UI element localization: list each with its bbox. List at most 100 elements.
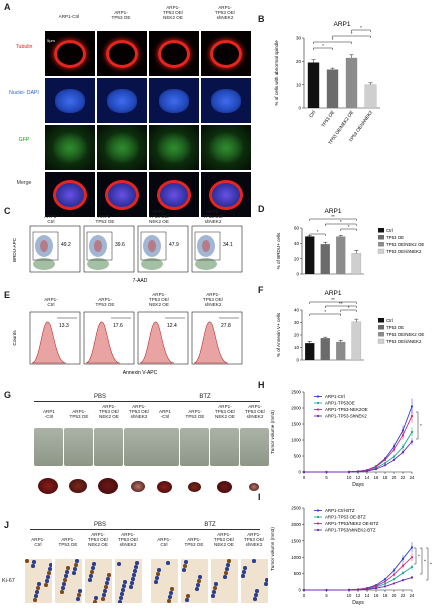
j-stained-nucleus xyxy=(133,569,137,573)
legend-label: Ctrl xyxy=(386,318,393,323)
a-gfp-signal xyxy=(157,132,191,163)
c-cell-core xyxy=(148,240,156,252)
series-point xyxy=(374,584,378,588)
series-point xyxy=(374,468,378,471)
a-tile-dapi xyxy=(96,77,148,124)
j-stained-nucleus xyxy=(44,583,48,587)
significance-mark: * xyxy=(418,554,420,560)
j-stained-nucleus xyxy=(46,575,50,579)
j-stained-nucleus xyxy=(157,568,161,572)
y-tick-label: 30 xyxy=(296,36,302,41)
g-tumor-photo xyxy=(216,480,232,493)
j-stained-nucleus xyxy=(120,592,124,596)
chart-h: 0 500 1000 1500 2000 2500 0 5 10 12 14 16 18 20 22 24 Da… xyxy=(270,390,422,488)
j-ihc-tile xyxy=(54,558,83,604)
significance-bracket xyxy=(340,228,357,231)
j-stained-nucleus xyxy=(37,582,41,586)
j-stained-nucleus xyxy=(212,590,216,594)
j-stained-nucleus xyxy=(227,559,231,563)
c-cell-population-low xyxy=(33,258,55,270)
x-tick-label: 0 xyxy=(303,475,306,480)
significance-bracket xyxy=(420,547,423,575)
j-stained-nucleus xyxy=(255,589,259,593)
j-stained-nucleus xyxy=(254,593,258,597)
e-gate-value: 17.6 xyxy=(113,323,123,329)
j-col-label: ARP1- TP53 OE xyxy=(58,537,78,548)
y-tick-label: 0 xyxy=(296,272,299,277)
y-tick-label: 20 xyxy=(294,333,300,338)
x-tick-label: 10 xyxy=(347,475,352,480)
g-mouse-photo xyxy=(210,428,239,466)
j-stained-nucleus xyxy=(101,597,105,601)
series-point xyxy=(356,470,360,473)
y-tick-label: 2500 xyxy=(291,506,301,511)
j-stained-nucleus xyxy=(197,579,201,583)
series-point xyxy=(365,469,369,473)
j-stained-nucleus xyxy=(47,571,51,575)
significance-mark: * xyxy=(360,25,362,31)
legend-label: ARP1-TP53 OE-BTZ xyxy=(325,515,366,520)
c-y-axis-label: BRDU-APC xyxy=(12,237,17,262)
a-col-0: ARP1-Ctrl xyxy=(58,14,80,19)
g-col-label: ARP1 -Ctrl xyxy=(42,409,55,420)
a-row-dapi: Nuclei- DAPI xyxy=(9,90,39,96)
legend-marker xyxy=(316,522,320,525)
g-tumor-photo xyxy=(156,480,172,493)
legend-label: ARP1-TP53-NEK2OE xyxy=(325,407,368,412)
significance-bracket xyxy=(309,301,357,304)
y-tick-label: 1500 xyxy=(291,538,301,543)
significance-bracket xyxy=(309,313,341,316)
j-stained-nucleus xyxy=(213,586,217,590)
j-stained-nucleus xyxy=(76,597,80,601)
j-stained-nucleus xyxy=(107,573,111,577)
x-tick-label: 12 xyxy=(356,475,361,480)
a-row-gfp: GFP xyxy=(18,137,30,143)
significance-mark: * xyxy=(332,37,334,43)
j-stained-nucleus xyxy=(168,595,172,599)
g-col-label: ARP1- TP53 OE xyxy=(69,409,89,420)
significance-mark: * xyxy=(324,309,326,315)
y-tick-label: 2000 xyxy=(291,522,301,527)
x-tick-label: 12 xyxy=(356,593,361,598)
j-stained-nucleus xyxy=(185,598,189,602)
panel-label-a: A xyxy=(4,2,11,12)
a-dapi-nucleus xyxy=(211,88,241,113)
significance-mark: * xyxy=(340,219,342,225)
g-mouse-photo xyxy=(150,428,179,466)
j-stained-nucleus xyxy=(34,594,38,598)
bar xyxy=(320,244,330,274)
g-tumor-photo xyxy=(131,481,145,493)
j-stained-nucleus xyxy=(211,594,215,598)
a-tile-dapi xyxy=(148,77,200,124)
chart-title: ARP1 xyxy=(334,21,351,28)
c-col-3: ARP1- TP53 OE/ shNEK2 xyxy=(202,209,224,225)
j-stained-nucleus xyxy=(93,600,97,603)
x-axis-label: Days xyxy=(352,600,364,606)
g-mouse-photo xyxy=(124,428,153,466)
x-tick-label: 24 xyxy=(410,593,415,598)
a-tile-mrg xyxy=(96,171,148,218)
j-stained-nucleus xyxy=(195,587,199,591)
j-col-label: ARP1- TP53 OE/ shNEK2 xyxy=(117,532,139,548)
g-col-label: ARP1- TP53 OE/ NEK2 OE xyxy=(98,404,120,420)
j-stained-nucleus xyxy=(36,586,40,590)
y-tick-label: 60 xyxy=(294,226,300,231)
legend-label: ARP1-Ctrl-BTZ xyxy=(325,508,355,513)
j-stained-nucleus xyxy=(130,581,134,585)
series-point xyxy=(302,588,306,592)
y-tick-label: 40 xyxy=(294,308,300,313)
j-stained-nucleus xyxy=(198,575,202,579)
j-stained-nucleus xyxy=(94,596,98,600)
j-col-label: ARP1- TP53 OE/ shNEK2 xyxy=(243,532,265,548)
j-stained-nucleus xyxy=(77,593,81,597)
panel-label-g: G xyxy=(4,390,12,400)
j-stained-nucleus xyxy=(224,571,228,575)
a-merge-signal xyxy=(105,179,139,210)
a-gfp-signal xyxy=(105,132,139,163)
legend-marker xyxy=(316,408,320,411)
x-axis-label: Days xyxy=(352,482,364,488)
series-point xyxy=(374,587,378,590)
significance-mark: * xyxy=(348,305,350,311)
g-tumor-photo xyxy=(249,483,259,491)
